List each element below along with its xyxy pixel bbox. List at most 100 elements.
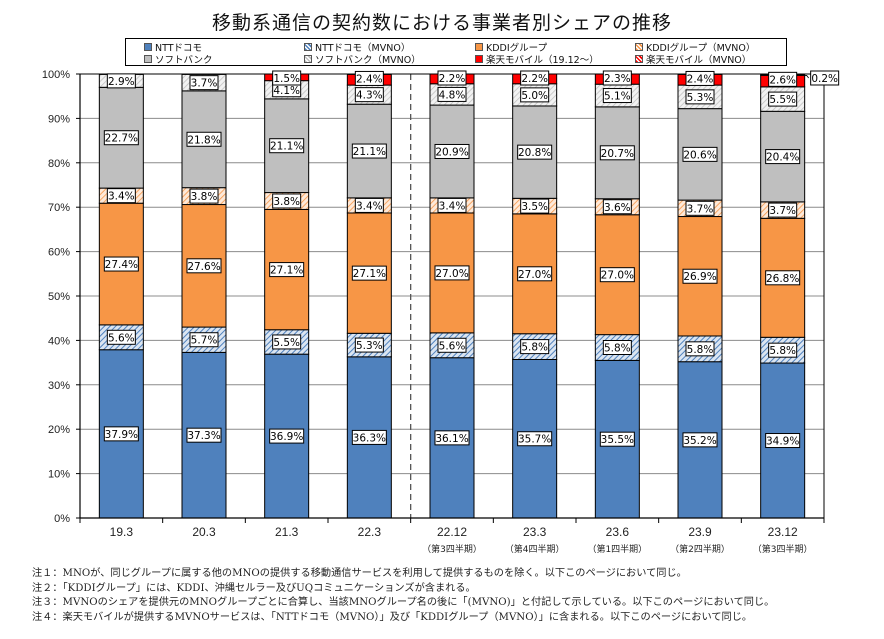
data-label: 2.4% bbox=[687, 73, 714, 85]
legend-label: 楽天モバイル（19.12～） bbox=[486, 55, 599, 66]
data-label-box bbox=[768, 71, 798, 87]
leader-line bbox=[804, 75, 809, 79]
data-label: 37.9% bbox=[105, 429, 138, 441]
legend-swatch-kddi-mvno bbox=[635, 43, 643, 51]
data-label-box bbox=[685, 70, 715, 86]
chart-title: 移動系通信の契約数における事業者別シェアの推移 bbox=[211, 12, 672, 34]
data-label: 5.8% bbox=[687, 344, 714, 356]
x-axis: 19.3 20.3 21.3 22.3 22.12 （第3四半期） 23.3 （第4四半期） 2… bbox=[79, 517, 825, 555]
data-label: 3.5% bbox=[521, 201, 548, 213]
data-label-box bbox=[103, 130, 139, 146]
data-label: 5.5% bbox=[273, 337, 300, 349]
data-label: 21.1% bbox=[353, 146, 386, 158]
data-label: 5.8% bbox=[521, 342, 548, 354]
data-label: 5.8% bbox=[769, 345, 796, 357]
data-label-box bbox=[602, 88, 632, 104]
data-label: 3.7% bbox=[769, 205, 796, 217]
x-tick-sublabel: （第2四半期） bbox=[670, 543, 730, 555]
data-label-box bbox=[434, 143, 470, 159]
data-label-box bbox=[768, 202, 798, 218]
data-label: 21.1% bbox=[270, 141, 303, 153]
data-label: 2.6% bbox=[769, 74, 796, 86]
legend-item-kddi-mvno: KDDIグループ（MVNO） bbox=[635, 41, 756, 54]
data-label: 2.4% bbox=[356, 73, 383, 85]
data-label-box bbox=[354, 87, 384, 103]
data-label: 34.9% bbox=[766, 436, 799, 448]
data-label-box bbox=[351, 143, 387, 159]
data-label-box bbox=[186, 258, 222, 274]
x-tick-label: 23.3 bbox=[523, 525, 547, 539]
x-tick-label: 19.3 bbox=[110, 525, 134, 539]
data-label-box bbox=[520, 70, 550, 86]
data-label: 5.6% bbox=[439, 340, 466, 352]
data-label-box bbox=[269, 428, 305, 444]
data-label-box bbox=[354, 337, 384, 353]
data-label: 2.3% bbox=[604, 73, 631, 85]
legend-label: NTTドコモ bbox=[155, 43, 203, 54]
legend-swatch-docomo bbox=[144, 43, 152, 51]
data-label-box bbox=[602, 199, 632, 215]
legend-swatch-softbank-mvno bbox=[304, 55, 312, 63]
legend-label: KDDIグループ bbox=[486, 43, 548, 54]
data-label: 35.5% bbox=[601, 434, 634, 446]
data-label-box bbox=[269, 262, 305, 278]
data-label: 20.7% bbox=[601, 148, 634, 160]
data-label-box bbox=[685, 341, 715, 357]
legend: NTTドコモ NTTドコモ（MVNO） KDDIグループ KDDIグループ（MV… bbox=[125, 38, 787, 66]
note-1: 注１：MNOが、同じグループに属する他のMNOの提供する移動通信サービスを利用し… bbox=[32, 568, 687, 579]
data-label-box bbox=[434, 265, 470, 281]
data-label-box bbox=[189, 188, 219, 204]
data-label-box bbox=[434, 430, 470, 446]
data-label-box bbox=[189, 75, 219, 91]
data-label: 36.9% bbox=[270, 431, 303, 443]
data-labels: 37.9% 5.6% 27.4% 3.4% 22.7% 2.9% 37.3% 5.7% 27.6… bbox=[103, 70, 840, 449]
data-label-box bbox=[517, 431, 553, 447]
x-tick-label: 23.12 bbox=[768, 525, 798, 539]
data-label-box bbox=[437, 86, 467, 102]
x-tick-label: 20.3 bbox=[192, 525, 216, 539]
data-label: 4.3% bbox=[356, 90, 383, 102]
legend-swatch-docomo-mvno bbox=[304, 43, 312, 51]
data-label-box bbox=[765, 270, 801, 286]
data-label: 36.3% bbox=[353, 432, 386, 444]
data-label-box bbox=[765, 149, 801, 165]
data-label-box bbox=[520, 87, 550, 103]
data-label: 4.1% bbox=[273, 85, 300, 97]
data-label-box bbox=[269, 138, 305, 154]
data-label: 27.1% bbox=[270, 265, 303, 277]
y-tick-label: 50% bbox=[48, 291, 70, 303]
data-label: 3.7% bbox=[191, 78, 218, 90]
data-label: 3.7% bbox=[687, 203, 714, 215]
data-label-box bbox=[106, 73, 136, 89]
x-tick-sublabel: （第3四半期） bbox=[753, 543, 813, 555]
legend-swatch-kddi bbox=[475, 43, 483, 51]
data-label: 5.3% bbox=[687, 92, 714, 104]
legend-item-docomo: NTTドコモ bbox=[144, 41, 203, 54]
data-label: 35.7% bbox=[518, 434, 551, 446]
x-tick-label: 22.12 bbox=[437, 525, 467, 539]
data-label-box bbox=[602, 340, 632, 356]
data-label-box bbox=[599, 431, 635, 447]
x-tick-sublabel: （第1四半期） bbox=[587, 543, 647, 555]
legend-label: ソフトバンク bbox=[155, 55, 213, 66]
legend-item-softbank: ソフトバンク bbox=[144, 53, 213, 66]
x-tick-label: 22.3 bbox=[358, 525, 382, 539]
data-label: 5.1% bbox=[604, 91, 631, 103]
data-label: 5.0% bbox=[521, 90, 548, 102]
data-label-box bbox=[599, 267, 635, 283]
data-label: 1.5% bbox=[273, 73, 300, 85]
legend-item-rakuten: 楽天モバイル（19.12～） bbox=[475, 53, 599, 66]
note-4: 注４：楽天モバイルが提供するMVNOサービスは、「NTTドコモ（MVNO）」及び… bbox=[32, 611, 753, 623]
data-label: 2.2% bbox=[521, 73, 548, 85]
stacked-bar-chart: 0% 10% 20% 30% 40% 50% 60% 70% 80% 90% 100% 37.9% 5… bbox=[42, 69, 840, 555]
legend-swatch-softbank bbox=[144, 55, 152, 63]
y-tick-label: 80% bbox=[48, 158, 70, 170]
x-tick-sublabel: （第3四半期） bbox=[422, 543, 482, 555]
data-label: 3.8% bbox=[273, 196, 300, 208]
data-label-box bbox=[765, 433, 801, 449]
data-label-box bbox=[354, 197, 384, 213]
legend-label: KDDIグループ（MVNO） bbox=[646, 43, 756, 54]
legend-label: NTTドコモ（MVNO） bbox=[315, 43, 411, 54]
y-tick-label: 30% bbox=[48, 380, 70, 392]
data-label: 36.1% bbox=[435, 433, 468, 445]
